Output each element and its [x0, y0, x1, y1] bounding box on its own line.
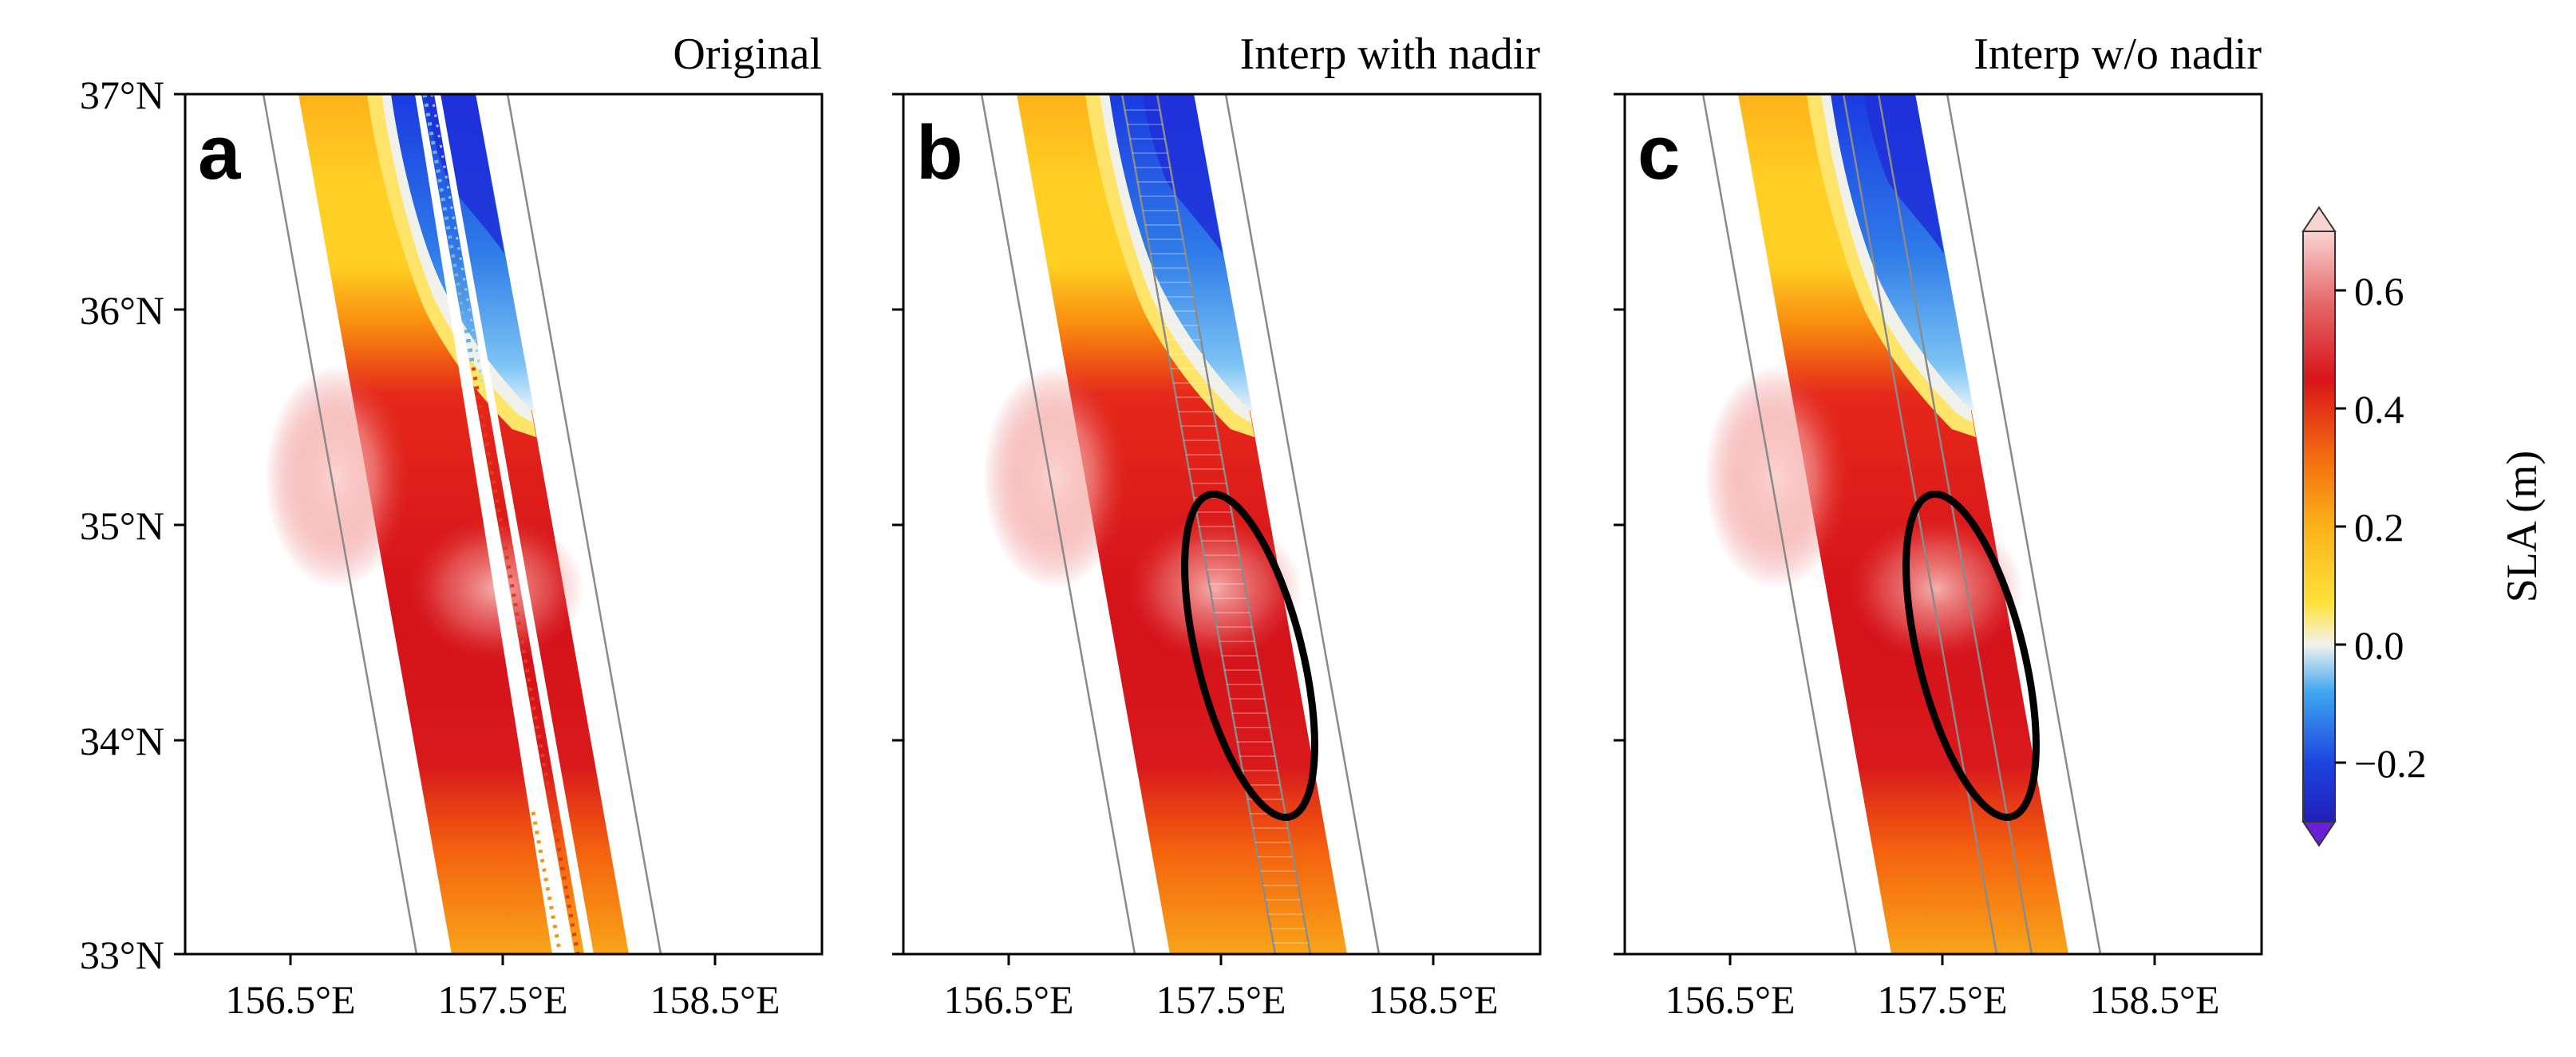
- map-panel-c: 156.5°E 157.5°E 158.5°E c Interp w/o nadir: [1614, 30, 2263, 1022]
- colorbar-bar: [2302, 231, 2336, 822]
- panel-letter: c: [1638, 110, 1680, 195]
- colorbar-label: SLA (m): [2498, 451, 2546, 603]
- colorbar-top-extension: [2301, 206, 2337, 232]
- sla-field: [980, 94, 1381, 954]
- nadir-track-lines: [1842, 94, 2033, 954]
- colorbar-bottom-extension: [2301, 821, 2337, 847]
- panel-title: Interp with nadir: [1240, 30, 1541, 79]
- nadir-gap: [415, 94, 594, 954]
- map-panel-b: 156.5°E 157.5°E 158.5°E b Interp with nadir: [892, 30, 1542, 1022]
- swath-boundary-lines: [1701, 94, 2102, 954]
- lon-tick-label: 157.5°E: [437, 977, 567, 1022]
- lat-tick-label: 36°N: [80, 288, 164, 333]
- lon-tick-label: 156.5°E: [225, 977, 355, 1022]
- lon-tick-label: 156.5°E: [943, 977, 1073, 1022]
- colorbar-tick-label: 0.4: [2354, 387, 2404, 432]
- highlight-ellipse: [1181, 491, 1318, 821]
- lon-tick-label: 158.5°E: [1368, 977, 1498, 1022]
- interp-striping: [1124, 109, 1309, 944]
- nadir-track-lines: [1120, 94, 1312, 954]
- lon-tick-label: 158.5°E: [2089, 977, 2219, 1022]
- panel-title: Original: [673, 30, 822, 79]
- lat-tick-label: 34°N: [80, 719, 164, 763]
- lat-tick-label: 35°N: [80, 503, 164, 548]
- sla-field: [262, 94, 662, 954]
- lon-tick-label: 158.5°E: [650, 977, 780, 1022]
- lon-tick-label: 156.5°E: [1665, 977, 1795, 1022]
- panel-title: Interp w/o nadir: [1973, 30, 2262, 79]
- swath-boundary-lines: [262, 94, 662, 954]
- lat-tick-label: 33°N: [80, 933, 164, 977]
- sla-field: [1701, 94, 2102, 954]
- colorbar-tick-label: 0.2: [2354, 505, 2404, 550]
- map-panel-a: 156.5°E 157.5°E 158.5°E a Original 37°N 36°N 35…: [80, 30, 824, 1022]
- colorbar: 0.6 0.4 0.2 0.0 −0.2 SLA (m): [2301, 206, 2546, 847]
- swath-boundary-lines: [980, 94, 1381, 954]
- highlight-ellipse: [1902, 491, 2040, 821]
- colorbar-tick-label: 0.6: [2354, 269, 2404, 314]
- panel-letter: a: [198, 110, 241, 195]
- colorbar-tick-label: −0.2: [2354, 741, 2427, 786]
- lon-tick-label: 157.5°E: [1877, 977, 2007, 1022]
- lon-tick-label: 157.5°E: [1156, 977, 1286, 1022]
- colorbar-tick-label: 0.0: [2354, 623, 2404, 668]
- lat-tick-label: 37°N: [80, 73, 164, 117]
- panel-letter: b: [916, 110, 963, 195]
